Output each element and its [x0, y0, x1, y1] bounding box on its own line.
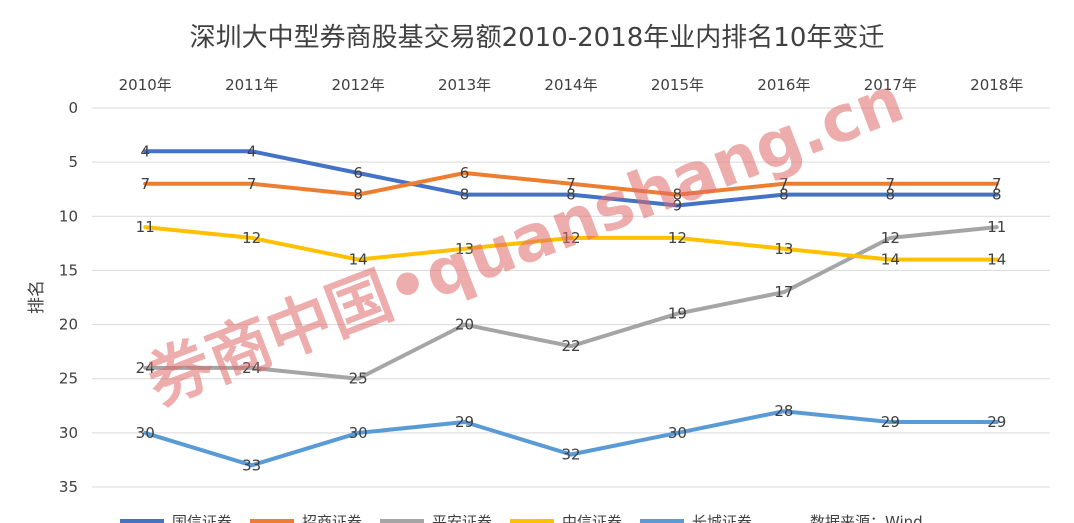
data-label: 14 — [349, 251, 368, 269]
data-label: 12 — [561, 229, 580, 247]
legend-label: 国信证券 — [172, 513, 232, 523]
data-label: 8 — [779, 186, 789, 204]
y-tick-label: 10 — [59, 207, 78, 225]
data-label: 32 — [561, 446, 580, 464]
data-label: 7 — [566, 175, 576, 193]
data-label: 22 — [561, 337, 580, 355]
data-label: 20 — [455, 316, 474, 334]
legend-label: 中信证券 — [562, 513, 622, 523]
data-label: 29 — [987, 413, 1006, 431]
y-tick-label: 25 — [59, 370, 78, 388]
data-label: 11 — [136, 218, 155, 236]
data-label: 30 — [668, 424, 687, 442]
legend-label: 平安证券 — [432, 513, 492, 523]
data-label: 24 — [242, 359, 261, 377]
y-tick-label: 35 — [59, 478, 78, 496]
data-label: 6 — [460, 164, 470, 182]
x-tick-label: 2012年 — [332, 76, 385, 94]
data-label: 9 — [673, 196, 683, 214]
x-axis-tick-labels: 2010年 2011年 2012年 2013年 2014年 2015年 2016年 2017年… — [119, 76, 1024, 94]
y-tick-label: 5 — [68, 153, 78, 171]
data-label: 14 — [881, 251, 900, 269]
y-tick-label: 0 — [68, 99, 78, 117]
data-label: 8 — [353, 186, 363, 204]
y-axis-title: 排名 — [27, 280, 47, 314]
legend-label: 招商证券 — [302, 513, 362, 523]
y-tick-label: 30 — [59, 424, 78, 442]
data-label: 12 — [242, 229, 261, 247]
x-tick-label: 2011年 — [225, 76, 278, 94]
x-tick-label: 2018年 — [970, 76, 1023, 94]
data-label: 13 — [455, 240, 474, 258]
chart-title: 深圳大中型券商股基交易额2010-2018年业内排名10年变迁 — [190, 23, 885, 53]
y-tick-label: 20 — [59, 316, 78, 334]
gridlines — [92, 107, 1050, 488]
data-label: 7 — [992, 175, 1002, 193]
data-label: 25 — [349, 370, 368, 388]
data-label: 6 — [353, 164, 363, 182]
data-label: 8 — [992, 186, 1002, 204]
y-axis-tick-labels: 0 5 10 15 20 25 30 35 — [59, 99, 78, 496]
data-label: 33 — [242, 456, 261, 474]
data-label: 8 — [673, 186, 683, 204]
x-tick-label: 2017年 — [864, 76, 917, 94]
data-label: 4 — [247, 142, 257, 160]
x-tick-label: 2014年 — [544, 76, 597, 94]
series-lines — [143, 149, 999, 468]
data-label: 7 — [247, 175, 257, 193]
data-label: 12 — [668, 229, 687, 247]
x-tick-label: 2013年 — [438, 76, 491, 94]
data-label: 8 — [460, 186, 470, 204]
data-label: 30 — [136, 424, 155, 442]
data-label: 14 — [987, 251, 1006, 269]
data-label: 8 — [566, 186, 576, 204]
data-label: 13 — [774, 240, 793, 258]
series-line — [143, 149, 999, 208]
source-note: 数据来源：Wind — [810, 513, 923, 523]
data-label: 19 — [668, 305, 687, 323]
data-label: 4 — [140, 142, 150, 160]
legend-label: 长城证券 — [692, 513, 752, 523]
data-label: 29 — [455, 413, 474, 431]
data-label: 30 — [349, 424, 368, 442]
x-tick-label: 2010年 — [119, 76, 172, 94]
data-label: 17 — [774, 283, 793, 301]
series-line — [143, 409, 999, 468]
series-line — [143, 225, 999, 262]
data-label: 7 — [140, 175, 150, 193]
legend: 国信证券 招商证券 平安证券 中信证券 长城证券 数据来源：Wind — [120, 513, 923, 523]
y-tick-label: 15 — [59, 261, 78, 279]
data-label: 7 — [886, 175, 896, 193]
data-label: 7 — [779, 175, 789, 193]
data-label: 24 — [136, 359, 155, 377]
x-tick-label: 2015年 — [651, 76, 704, 94]
data-label: 11 — [987, 218, 1006, 236]
x-tick-label: 2016年 — [757, 76, 810, 94]
data-label: 29 — [881, 413, 900, 431]
data-label: 28 — [774, 402, 793, 420]
data-label: 8 — [886, 186, 896, 204]
series-line — [143, 171, 999, 197]
data-label: 12 — [881, 229, 900, 247]
